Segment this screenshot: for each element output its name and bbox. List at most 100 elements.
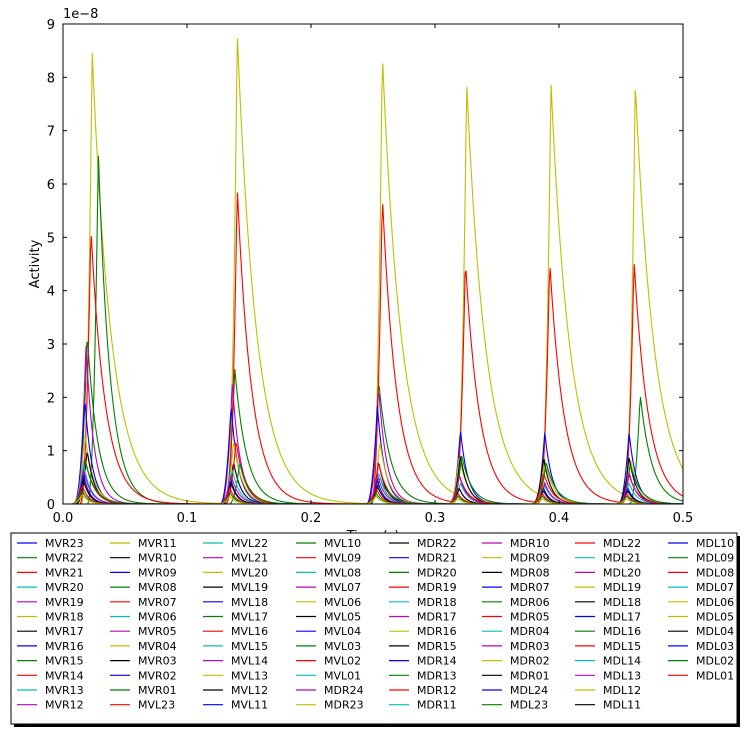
legend-label: MVR07 xyxy=(138,596,177,609)
legend-label: MVL05 xyxy=(324,611,361,624)
ticks-layer: 0.0 0.1 0.2 0.3 0.4 0.5 0 1 2 3 4 5 6 7 8 9 xyxy=(47,18,694,526)
series-line-2 xyxy=(63,192,683,504)
legend-label: MDL23 xyxy=(510,699,548,712)
series-line-1 xyxy=(63,155,683,504)
legend-label: MDL16 xyxy=(603,625,641,638)
legend-label: MDL03 xyxy=(696,640,734,653)
legend-label: MVL13 xyxy=(231,669,268,682)
legend-label: MVR22 xyxy=(45,552,84,565)
plot-frame xyxy=(62,23,684,505)
legend-label: MVL09 xyxy=(324,552,361,565)
legend-label: MVL16 xyxy=(231,625,268,638)
legend-label: MVR23 xyxy=(45,537,84,550)
series-line-0 xyxy=(63,38,683,504)
legend-label: MDR06 xyxy=(510,596,550,609)
legend-label: MDL04 xyxy=(696,625,734,638)
legend-label: MDR21 xyxy=(417,552,457,565)
x-tick-label: 0.2 xyxy=(301,511,322,526)
y-tick-label: 1 xyxy=(47,445,55,460)
legend-label: MVR14 xyxy=(45,669,84,682)
legend-label: MVR15 xyxy=(45,655,84,668)
legend-label: MDL15 xyxy=(603,640,641,653)
y-tick-label: 0 xyxy=(47,498,55,513)
legend-label: MVR03 xyxy=(138,655,177,668)
legend-label: MDL08 xyxy=(696,566,734,579)
legend-label: MDL05 xyxy=(696,611,734,624)
y-tick-label: 5 xyxy=(47,231,55,246)
legend-label: MVL21 xyxy=(231,552,268,565)
legend-label: MDR17 xyxy=(417,611,457,624)
legend-label: MDR07 xyxy=(510,581,550,594)
x-tick-label: 0.5 xyxy=(673,511,694,526)
legend-label: MDL06 xyxy=(696,596,734,609)
legend-label: MDL20 xyxy=(603,566,641,579)
legend-label: MVR05 xyxy=(138,625,177,638)
legend-label: MVR04 xyxy=(138,640,177,653)
legend-label: MVR21 xyxy=(45,566,84,579)
legend-label: MVL02 xyxy=(324,655,361,668)
legend-label: MVL11 xyxy=(231,699,268,712)
legend-label: MDL22 xyxy=(603,537,641,550)
legend-label: MDR09 xyxy=(510,552,550,565)
legend-label: MDR12 xyxy=(417,684,457,697)
legend-label: MVR08 xyxy=(138,581,177,594)
legend-label: MDR10 xyxy=(510,537,550,550)
legend-label: MVR16 xyxy=(45,640,84,653)
legend-label: MVL01 xyxy=(324,669,361,682)
legend-label: MVL10 xyxy=(324,537,361,550)
x-tick-label: 0.4 xyxy=(549,511,570,526)
legend-label: MDR23 xyxy=(324,699,364,712)
legend-label: MDR19 xyxy=(417,581,457,594)
legend-label: MDL01 xyxy=(696,669,734,682)
legend-label: MVR09 xyxy=(138,566,177,579)
legend-label: MDR14 xyxy=(417,655,457,668)
legend-label: MDR11 xyxy=(417,699,457,712)
legend-label: MDL21 xyxy=(603,552,641,565)
legend-label: MDL07 xyxy=(696,581,734,594)
legend-label: MVL06 xyxy=(324,596,361,609)
y-tick-label: 2 xyxy=(47,391,55,406)
legend-box xyxy=(10,532,738,725)
legend-label: MVL19 xyxy=(231,581,268,594)
legend-label: MDL14 xyxy=(603,655,641,668)
legend-label: MVR19 xyxy=(45,596,84,609)
legend-label: MDR03 xyxy=(510,640,550,653)
legend-label: MDR13 xyxy=(417,669,457,682)
legend-label: MVL18 xyxy=(231,596,268,609)
series-layer xyxy=(63,38,683,504)
legend-label: MDR24 xyxy=(324,684,364,697)
legend-label: MDR22 xyxy=(417,537,457,550)
legend-label: MDL02 xyxy=(696,655,734,668)
legend-label: MDL12 xyxy=(603,684,641,697)
legend-label: MDR04 xyxy=(510,625,550,638)
legend-label: MVL23 xyxy=(138,699,175,712)
legend-label: MDR05 xyxy=(510,611,550,624)
legend-label: MVR18 xyxy=(45,611,84,624)
legend-label: MVL20 xyxy=(231,566,268,579)
legend-label: MDL18 xyxy=(603,596,641,609)
legend-label: MDR08 xyxy=(510,566,550,579)
legend-label: MDR15 xyxy=(417,640,457,653)
y-tick-label: 4 xyxy=(47,285,55,300)
x-tick-label: 0.0 xyxy=(53,511,74,526)
legend-label: MVL12 xyxy=(231,684,268,697)
y-axis-label: Activity xyxy=(28,239,43,288)
legend-label: MVR12 xyxy=(45,699,84,712)
legend-label: MVR13 xyxy=(45,684,84,697)
legend-label: MVL17 xyxy=(231,611,268,624)
legend-label: MVL14 xyxy=(231,655,268,668)
legend-label: MVL04 xyxy=(324,625,361,638)
legend-label: MVL08 xyxy=(324,566,361,579)
y-tick-label: 6 xyxy=(47,178,55,193)
legend-label: MDL13 xyxy=(603,669,641,682)
x-tick-label: 0.3 xyxy=(425,511,446,526)
legend-label: MVR11 xyxy=(138,537,177,550)
legend-label: MVR06 xyxy=(138,611,177,624)
legend-label: MDR02 xyxy=(510,655,550,668)
legend-label: MVR02 xyxy=(138,669,177,682)
series-line-4 xyxy=(63,345,683,504)
legend-label: MDL09 xyxy=(696,552,734,565)
legend-label: MVL22 xyxy=(231,537,268,550)
